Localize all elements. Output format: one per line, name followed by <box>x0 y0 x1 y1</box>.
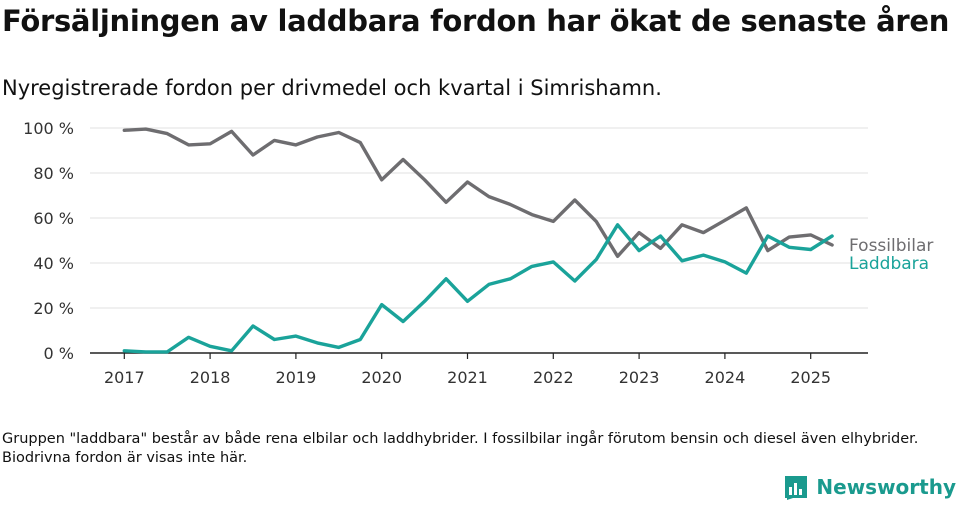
x-tick-label: 2024 <box>705 368 746 387</box>
y-tick-label: 80 % <box>33 164 74 183</box>
x-tick-label: 2023 <box>619 368 660 387</box>
newsworthy-logo: Newsworthy <box>783 474 956 500</box>
series-lines <box>122 127 834 354</box>
series-label-laddbara: Laddbara <box>849 254 929 274</box>
logo-text: Newsworthy <box>816 475 956 499</box>
y-tick-label: 20 % <box>33 299 74 318</box>
x-axis: 2017 2018 2019 2020 2021 2022 2023 2024 2025 <box>90 352 868 387</box>
x-tick-label: 2021 <box>447 368 488 387</box>
y-tick-label: 60 % <box>33 209 74 228</box>
y-tick-label: 0 % <box>44 344 74 363</box>
gridlines <box>90 127 868 309</box>
line-chart: 0 % 20 % 40 % 60 % 80 % 100 % 2017 2018 2019 202… <box>23 119 933 387</box>
chart-title: Försäljningen av laddbara fordon har öka… <box>2 4 950 38</box>
x-tick-label: 2018 <box>190 368 231 387</box>
x-tick-label: 2019 <box>276 368 317 387</box>
x-tick-label: 2020 <box>361 368 402 387</box>
x-tick-label: 2017 <box>104 368 145 387</box>
y-tick-label: 100 % <box>23 119 74 138</box>
x-tick-label: 2025 <box>790 368 831 387</box>
series-line-laddbara <box>122 223 834 354</box>
footnote: Gruppen "laddbara" består av både rena e… <box>2 431 919 466</box>
y-axis-tick-labels: 0 % 20 % 40 % 60 % 80 % 100 % <box>23 119 74 363</box>
series-line-fossilbilar <box>122 127 834 258</box>
chart-subtitle: Nyregistrerade fordon per drivmedel och … <box>2 76 662 100</box>
x-tick-label: 2022 <box>533 368 574 387</box>
series-label-fossilbilar: Fossilbilar <box>849 236 933 256</box>
newsworthy-bar-chart-icon <box>785 476 808 500</box>
y-tick-label: 40 % <box>33 254 74 273</box>
